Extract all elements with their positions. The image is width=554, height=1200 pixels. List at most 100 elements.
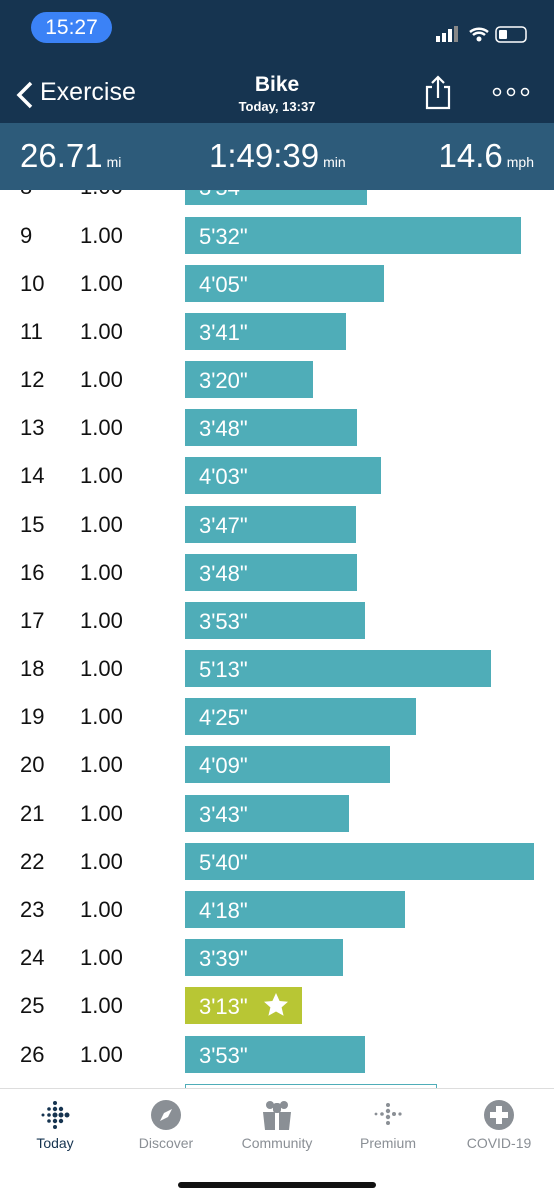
partial-bar	[185, 1084, 437, 1088]
split-time: 4'03"	[199, 464, 248, 490]
split-time: 4'05"	[199, 271, 248, 297]
split-distance: 1.00	[80, 848, 123, 874]
split-distance: 1.00	[80, 656, 123, 682]
tab-icon	[263, 1101, 291, 1130]
split-bar: 3'48"	[185, 553, 358, 591]
split-time: 3'41"	[199, 319, 248, 345]
split-distance: 1.00	[80, 318, 123, 344]
tab-icon	[374, 1103, 402, 1125]
split-number: 13	[20, 415, 45, 441]
split-distance: 1.00	[80, 511, 123, 537]
split-distance: 1.00	[80, 945, 123, 971]
tab[interactable]: Discover	[111, 1089, 221, 1151]
split-bar: 3'43"	[185, 794, 350, 832]
split-number: 16	[20, 559, 45, 585]
tab-icon	[41, 1101, 70, 1129]
split-distance: 1.00	[80, 897, 123, 923]
split-time: 3'48"	[199, 560, 248, 586]
tab-label: Premium	[359, 1135, 416, 1151]
split-bar: 3'53"	[185, 1035, 366, 1073]
split-number: 8	[20, 190, 32, 200]
tab[interactable]: Today	[0, 1089, 110, 1151]
tab-bar: Today Discover Community Premium COVID-19	[0, 1088, 554, 1200]
tab-label: Discover	[138, 1135, 194, 1151]
split-time: 5'32"	[199, 223, 248, 249]
split-bar: 3'53"	[185, 601, 366, 639]
split-time: 3'53"	[199, 1042, 248, 1068]
stat-value: 26.71	[20, 137, 103, 174]
split-number: 14	[20, 463, 45, 489]
split-time: 3'47"	[199, 512, 248, 538]
split-row: 22 1.00 5'40"	[0, 842, 554, 880]
split-distance: 1.00	[80, 800, 123, 826]
split-row: 18 1.00 5'13"	[0, 650, 554, 688]
best-star	[264, 993, 288, 1017]
split-row: 17 1.00 3'53"	[0, 601, 554, 639]
more-button[interactable]	[492, 86, 530, 98]
split-row: 20 1.00 4'09"	[0, 746, 554, 784]
split-bar: 4'25"	[185, 698, 416, 736]
split-time: 4'25"	[199, 705, 248, 731]
share-button[interactable]	[424, 74, 452, 110]
split-time: 5'13"	[199, 657, 248, 683]
split-distance: 1.00	[80, 222, 123, 248]
title: Bike	[254, 73, 300, 96]
split-time: 4'18"	[199, 898, 248, 924]
split-row: 8 1.00 3'54"	[0, 190, 554, 206]
split-distance: 1.00	[80, 559, 123, 585]
split-number: 10	[20, 270, 45, 296]
split-time: 3'48"	[199, 416, 248, 442]
split-bar: 4'05"	[185, 264, 385, 302]
split-distance: 1.00	[80, 752, 123, 778]
header: 15:27 Exercise Bike Today, 13:37	[0, 0, 554, 123]
stats-bar: 26.71 mi 1:49:39 min 14.6 mph	[0, 123, 554, 190]
split-number: 11	[20, 318, 43, 344]
split-bar: 5'32"	[185, 216, 522, 254]
split-number: 9	[20, 222, 33, 248]
split-distance: 1.00	[80, 415, 123, 441]
split-number: 20	[20, 752, 45, 778]
split-row: 24 1.00 3'39"	[0, 939, 554, 977]
splits-list: 8 1.00 3'54" 9 1.00 5'32" 10 1.00 4'05" 11 1.00 3'4…	[0, 190, 554, 1088]
split-row: 21 1.00 3'43"	[0, 794, 554, 832]
split-bar: 5'13"	[185, 650, 492, 688]
back-icon[interactable]	[14, 80, 36, 110]
split-distance: 1.00	[80, 270, 123, 296]
split-number: 21	[20, 800, 45, 826]
split-bar: 3'47"	[185, 505, 356, 543]
split-time: 4'09"	[199, 753, 248, 779]
split-number: 22	[20, 848, 45, 874]
split-number: 17	[20, 607, 45, 633]
home-indicator	[178, 1182, 376, 1188]
split-bar: 3'39"	[185, 939, 344, 977]
split-distance: 1.00	[80, 463, 123, 489]
split-distance: 1.00	[80, 607, 123, 633]
tab-icon	[151, 1100, 181, 1130]
subtitle: Today, 13:37	[238, 99, 316, 114]
split-bar: 4'18"	[185, 891, 405, 929]
tab-label: Today	[36, 1135, 74, 1151]
split-distance: 1.00	[80, 367, 123, 393]
split-distance: 1.00	[80, 704, 123, 730]
split-number: 24	[20, 945, 45, 971]
split-number: 19	[20, 704, 45, 730]
split-row: 13 1.00 3'48"	[0, 409, 554, 447]
split-time: 3'13"	[199, 994, 248, 1020]
split-row: 26 1.00 3'53"	[0, 1035, 554, 1073]
split-number: 18	[20, 656, 45, 682]
split-number: 25	[20, 993, 45, 1019]
stat: 14.6 mph	[439, 137, 534, 175]
stat-value: 14.6	[438, 137, 503, 174]
split-number: 12	[20, 367, 45, 393]
split-row: 9 1.00 5'32"	[0, 216, 554, 254]
stat: 1:49:39 min	[209, 137, 346, 175]
split-bar: 3'54"	[185, 190, 367, 206]
tab[interactable]: Community	[222, 1089, 332, 1151]
split-row: 15 1.00 3'47"	[0, 505, 554, 543]
split-bar: 4'09"	[185, 746, 391, 784]
tab[interactable]: Premium	[333, 1089, 443, 1151]
tab-label: COVID-19	[466, 1135, 532, 1151]
tab[interactable]: COVID-19	[444, 1089, 554, 1151]
back-button[interactable]: Exercise	[40, 78, 136, 106]
